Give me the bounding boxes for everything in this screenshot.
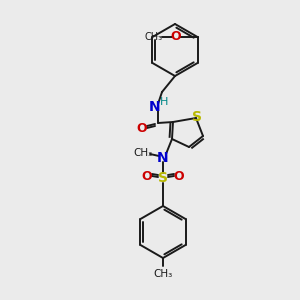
Text: S: S (192, 110, 202, 124)
Text: CH₃: CH₃ (134, 148, 153, 158)
Text: O: O (174, 169, 184, 182)
Text: O: O (137, 122, 147, 134)
Text: H: H (160, 97, 168, 107)
Text: CH₃: CH₃ (145, 32, 163, 42)
Text: N: N (149, 100, 161, 114)
Text: CH₃: CH₃ (153, 269, 172, 279)
Text: S: S (158, 171, 168, 185)
Text: O: O (170, 31, 181, 44)
Text: N: N (157, 151, 169, 165)
Text: methoxy: methoxy (154, 35, 160, 37)
Text: O: O (142, 169, 152, 182)
